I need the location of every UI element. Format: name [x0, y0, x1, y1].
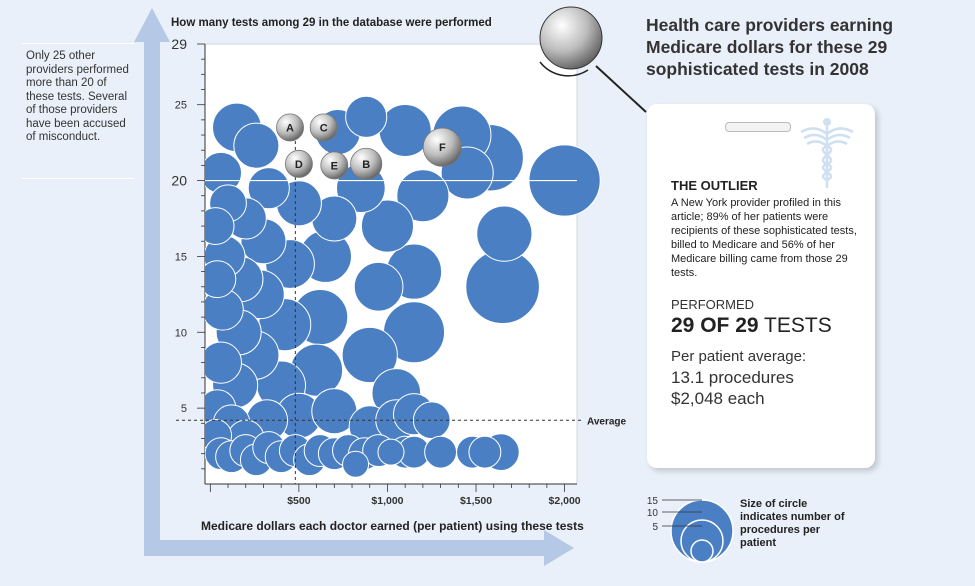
bubble-point	[205, 260, 237, 299]
bubble-point	[233, 122, 280, 169]
y-tick-label-5: 5	[181, 403, 187, 415]
x-minor-ticks	[209, 484, 565, 492]
performed-unit: TESTS	[764, 314, 832, 337]
y-minor-ticks	[197, 43, 205, 470]
size-legend-graphic: 15 10 5	[647, 496, 734, 563]
performed-count: 29 OF 29	[671, 314, 759, 337]
average-label: Average	[587, 416, 627, 427]
size-legend-text: Size of circle indicates number of proce…	[740, 498, 845, 549]
y-tick-label-25: 25	[175, 100, 187, 112]
legend-label-15: 15	[647, 496, 659, 507]
y-arrow-head	[134, 8, 170, 42]
highlight-bubble-A	[276, 113, 304, 142]
bubble-point	[396, 169, 450, 223]
highlight-label-D: D	[295, 159, 303, 171]
highlight-bubble-C	[309, 113, 338, 142]
y-tick-label-10: 10	[175, 327, 187, 339]
highlighted-providers: A C D E B F	[276, 113, 462, 180]
avg-procedures: 13.1 procedures	[671, 368, 794, 387]
bubbles	[205, 95, 540, 478]
y-tick-label-20: 20	[171, 173, 187, 189]
legend-label-10: 10	[647, 508, 659, 519]
performed-value: 29 OF 29 TESTS	[671, 314, 832, 338]
highlight-bubble-E	[320, 151, 349, 180]
bubble-point	[342, 450, 370, 478]
avg-cost: $2,048 each	[671, 389, 765, 408]
outlier-marker	[539, 6, 603, 70]
axis-arrows	[134, 8, 574, 566]
highlight-label-B: B	[362, 159, 370, 171]
legend-label-5: 5	[652, 522, 658, 533]
highlight-bubble-F	[422, 127, 462, 167]
y-tick-labels: 5 10 15 20 25 29	[171, 36, 187, 415]
x-tick-label-1500: $1,500	[460, 495, 492, 507]
highlight-label-E: E	[331, 160, 338, 172]
bubble-point	[360, 199, 414, 253]
x-arrow-shaft	[144, 540, 546, 556]
outlier-card: THE OUTLIER A New York provider profiled…	[647, 104, 875, 468]
bubble-point	[424, 435, 458, 469]
x-arrow-head	[544, 530, 574, 566]
bubble-point	[341, 326, 398, 384]
highlight-label-C: C	[320, 122, 328, 134]
performed-label: PERFORMED	[671, 297, 755, 312]
bubble-point	[468, 435, 502, 469]
bubble-point	[247, 167, 290, 210]
x-tick-label-500: $500	[287, 495, 311, 507]
callout-arc	[539, 61, 589, 77]
side-note-rule-bottom	[22, 178, 134, 179]
x-tick-labels: $500 $1,000 $1,500 $2,000	[287, 495, 581, 507]
highlight-bubble-D	[284, 149, 313, 178]
side-note-rule-top	[22, 43, 134, 44]
bubble-point	[205, 341, 243, 384]
headline: Health care providers earning Medicare d…	[646, 15, 894, 79]
x-tick-label-2000: $2,000	[549, 495, 581, 507]
bubble-point	[205, 207, 235, 245]
callout-connector	[595, 65, 647, 113]
card-slot	[725, 122, 791, 132]
bubble-point	[377, 438, 405, 466]
side-note: Only 25 other providers performed more t…	[26, 50, 129, 143]
caduceus-icon	[800, 118, 854, 188]
bubble-point	[476, 205, 533, 262]
highlight-label-A: A	[286, 122, 294, 134]
chart-title: How many tests among 29 in the database …	[171, 17, 492, 29]
bubble-point	[353, 261, 404, 312]
legend-circle-5	[690, 539, 714, 563]
bubble-point	[345, 95, 388, 138]
card-title: THE OUTLIER	[671, 178, 758, 193]
y-tick-label-29: 29	[171, 36, 187, 52]
highlight-label-F: F	[439, 142, 446, 154]
highlight-bubble-B	[350, 147, 383, 180]
avg-label: Per patient average:	[671, 348, 807, 365]
card-description: A New York provider profiled in this art…	[671, 197, 857, 279]
x-axis-label: Medicare dollars each doctor earned (per…	[201, 519, 584, 533]
x-tick-label-1000: $1,000	[371, 495, 403, 507]
y-tick-label-15: 15	[175, 251, 187, 263]
y-arrow-shaft	[144, 38, 160, 552]
outlier-callout	[539, 6, 647, 113]
